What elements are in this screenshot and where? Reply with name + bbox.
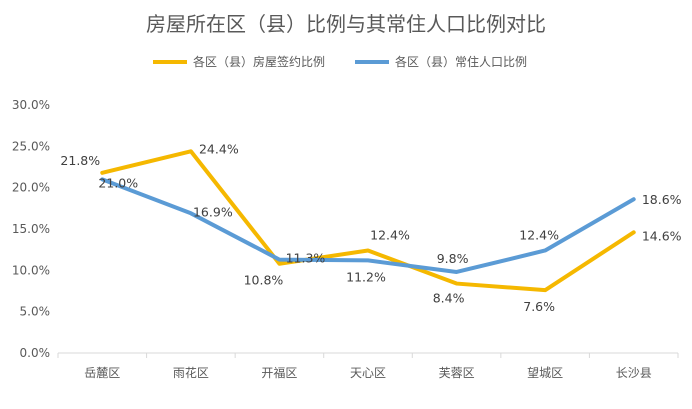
legend: 各区（县）房屋签约比例 各区（县）常住人口比例 <box>153 54 527 69</box>
x-tick-label: 开福区 <box>261 365 297 380</box>
legend-label-signing: 各区（县）房屋签约比例 <box>193 54 325 69</box>
data-label-population: 12.4% <box>519 227 559 242</box>
series-line-signing <box>100 149 636 293</box>
y-tick-label: 5.0% <box>20 305 51 319</box>
data-label-signing: 21.8% <box>60 153 100 168</box>
x-tick-label: 芙蓉区 <box>439 366 475 380</box>
y-tick-label: 0.0% <box>20 346 51 360</box>
data-label-signing: 8.4% <box>433 291 465 306</box>
x-tick-label: 望城区 <box>527 366 563 380</box>
x-tick-label: 长沙县 <box>616 366 652 380</box>
x-tick-label: 岳麓区 <box>84 366 120 380</box>
data-label-population: 18.6% <box>642 192 682 207</box>
data-label-population: 16.9% <box>193 204 233 219</box>
y-tick-label: 10.0% <box>12 263 50 277</box>
data-label-signing: 10.8% <box>244 273 284 288</box>
y-tick-label: 25.0% <box>12 139 50 153</box>
y-tick-label: 20.0% <box>12 181 50 195</box>
data-label-population: 9.8% <box>437 251 469 266</box>
series-group <box>100 149 636 293</box>
data-labels: 21.8% 24.4% 10.8% 12.4% 8.4% 7.6% 14.6% 21.0% 16… <box>60 141 681 314</box>
x-tick-label: 雨花区 <box>173 365 209 380</box>
data-label-population: 11.2% <box>346 269 386 284</box>
x-tick-label: 天心区 <box>350 366 386 380</box>
y-tick-label: 15.0% <box>12 222 50 236</box>
y-tick-label: 30.0% <box>12 98 50 112</box>
x-axis: 岳麓区 雨花区 开福区 天心区 芙蓉区 望城区 长沙县 <box>57 353 679 380</box>
series-line-population <box>100 177 636 274</box>
y-axis: 0.0% 5.0% 10.0% 15.0% 20.0% 25.0% 30.0% <box>12 98 50 360</box>
data-label-signing: 24.4% <box>199 141 239 156</box>
data-label-signing: 14.6% <box>642 228 682 243</box>
data-label-population: 11.3% <box>286 251 326 266</box>
data-label-signing: 12.4% <box>370 227 410 242</box>
data-label-signing: 7.6% <box>523 299 555 314</box>
data-label-population: 21.0% <box>98 175 138 190</box>
legend-label-population: 各区（县）常住人口比例 <box>395 54 527 69</box>
chart-title: 房屋所在区（县）比例与其常住人口比例对比 <box>146 12 546 36</box>
